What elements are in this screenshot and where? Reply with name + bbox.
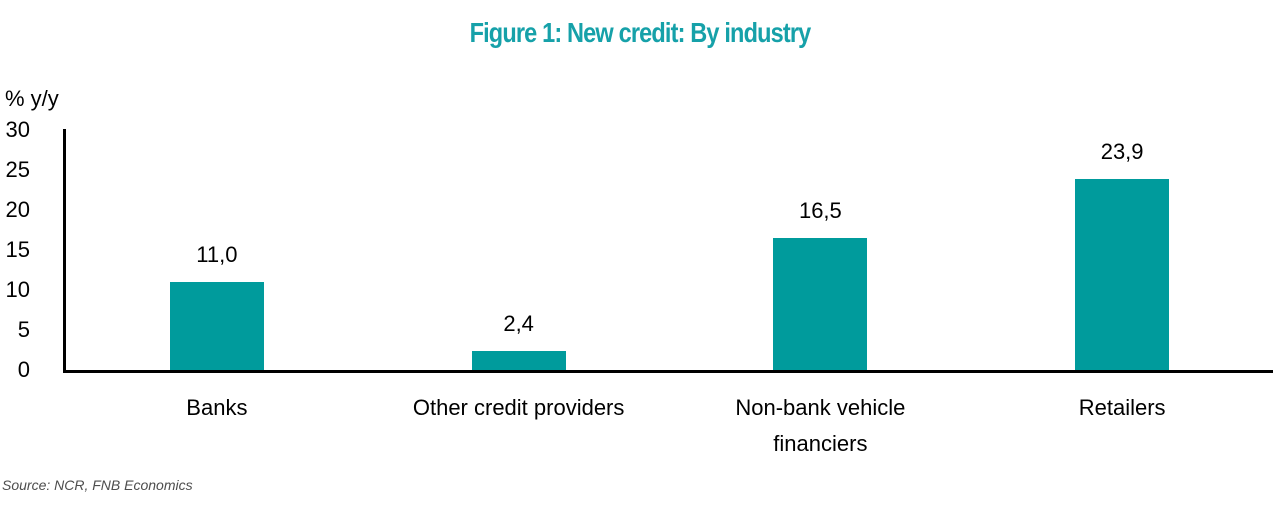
bar-non-bank-vehicle-financiers [773,238,868,370]
bar-other-credit-providers [471,350,566,370]
bar-value-label-banks: 11,0 [196,242,238,267]
bar-value-label-other-credit-providers: 2,4 [503,310,534,336]
x-axis-line [63,370,1273,373]
bar-banks [169,282,264,370]
y-tick-label: 10 [5,277,30,302]
bar-value-label-retailers: 23,9 [1100,138,1144,164]
y-tick-label: 30 [5,117,30,142]
source-note: Source: NCR, FNB Economics [2,477,193,493]
chart-title: Figure 1: New credit: By industry [469,17,812,48]
y-tick-label: 20 [5,197,30,222]
category-label-retailers: Retailers [1078,395,1166,420]
category-label-non-bank-vehicle-financiers: Non-bank vehicle financiers [735,395,906,456]
y-tick-label: 5 [17,317,30,342]
y-tick-label: 15 [5,237,30,262]
category-label-other-credit-providers: Other credit providers [412,395,625,420]
bar-retailers [1075,178,1170,370]
y-axis-tick-labels: 0 5 10 15 20 25 30 [0,117,30,382]
bar-value-label-non-bank-vehicle-financiers: 16,5 [798,198,842,223]
y-axis-unit-label: % y/y [5,86,59,111]
plot-area: 11,0 Banks 2,4 Other credit providers 16,5 No… [63,129,1273,456]
y-tick-label: 25 [5,157,30,182]
y-tick-label: 0 [17,357,30,382]
y-axis-line [63,129,66,373]
category-label-banks: Banks [186,395,248,420]
